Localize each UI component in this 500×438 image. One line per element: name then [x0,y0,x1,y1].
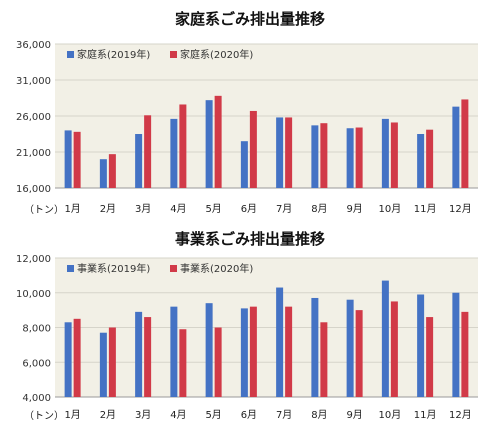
business-bar-2019 [240,308,248,397]
business-legend-swatch [67,265,74,272]
household-bar-2020 [214,95,222,188]
business-legend-label: 事業系(2019年) [77,262,150,275]
business-bar-2020 [73,318,81,397]
household-bar-2020 [108,154,116,188]
business-bar-2020 [249,306,257,397]
household-x-tick-label: 11月 [414,203,437,215]
household-x-tick-label: 5月 [205,203,221,215]
business-legend-label: 事業系(2020年) [180,262,253,275]
household-x-tick-label: 9月 [346,203,362,215]
business-bar-2020 [214,327,222,397]
household-bar-2019 [346,128,354,188]
business-x-tick-label: 3月 [135,409,151,421]
household-bar-2020 [285,117,293,188]
household-legend-label: 家庭系(2020年) [180,48,253,61]
business-bar-2019 [64,322,72,397]
household-chart-title: 家庭系ごみ排出量推移 [174,10,325,28]
household-bar-2020 [461,99,469,188]
household-bar-2019 [205,100,213,188]
business-bar-2019 [99,332,107,397]
household-y-tick-label: 31,000 [16,76,51,87]
household-bar-2019 [276,117,284,188]
household-bar-2019 [170,118,178,188]
household-bar-2020 [390,122,398,188]
household-bar-2020 [426,129,434,188]
household-bar-2020 [144,115,152,188]
business-x-tick-label: 12月 [449,409,472,421]
business-x-tick-label: 10月 [379,409,402,421]
business-bar-2020 [355,310,363,397]
household-bar-2019 [64,130,72,188]
business-y-tick-label: 4,000 [22,393,51,404]
household-x-tick-label: 7月 [276,203,292,215]
business-x-tick-label: 11月 [414,409,437,421]
household-x-tick-label: 8月 [311,203,327,215]
household-bar-2019 [417,134,425,188]
business-bar-2020 [285,306,293,397]
business-bar-2020 [179,329,187,397]
household-bar-2020 [249,110,257,188]
household-x-tick-label: 10月 [379,203,402,215]
business-x-tick-label: 4月 [170,409,186,421]
business-bar-2019 [381,280,389,397]
household-bar-2020 [320,123,328,188]
household-legend-swatch [67,51,74,58]
business-x-tick-label: 5月 [205,409,221,421]
business-bar-2019 [205,303,213,397]
household-bar-2020 [73,131,81,188]
household-bar-2020 [179,104,187,188]
business-bar-2019 [276,287,284,397]
business-chart-title: 事業系ごみ排出量推移 [174,230,325,248]
business-bar-2019 [135,311,143,397]
business-bar-2019 [311,297,319,397]
business-bar-2020 [320,322,328,397]
household-bar-2019 [311,125,319,188]
household-bar-2019 [452,106,460,188]
household-y-tick-label: 36,000 [16,40,51,51]
business-bar-2020 [461,311,469,397]
household-x-tick-label: 2月 [100,203,116,215]
business-y-tick-label: 12,000 [16,254,51,265]
business-bar-2019 [417,294,425,397]
business-legend-swatch [170,265,177,272]
business-x-tick-label: 8月 [311,409,327,421]
business-y-tick-label: 10,000 [16,289,51,300]
household-y-tick-label: 26,000 [16,112,51,123]
household-y-tick-label: 16,000 [16,184,51,195]
household-unit-label: （トン） [24,204,64,216]
business-y-tick-label: 6,000 [22,358,51,369]
business-x-tick-label: 7月 [276,409,292,421]
household-waste-chart: 16,000 21,000 26,000 31,000 36,000 1月 2月 3月 4月 5月… [16,40,478,216]
household-x-tick-label: 3月 [135,203,151,215]
household-x-tick-label: 4月 [170,203,186,215]
business-bar-2020 [426,317,434,397]
household-bar-2019 [240,141,248,188]
household-legend-label: 家庭系(2019年) [77,48,150,61]
business-bar-2020 [144,317,152,397]
household-bar-2019 [99,159,107,188]
business-x-tick-label: 1月 [64,409,80,421]
household-bar-2020 [355,127,363,188]
business-bar-2019 [346,299,354,397]
household-bar-2019 [381,118,389,188]
household-bar-2019 [135,134,143,188]
business-bar-2019 [452,292,460,397]
household-x-tick-label: 12月 [449,203,472,215]
household-legend-swatch [170,51,177,58]
household-y-tick-label: 21,000 [16,148,51,159]
business-waste-chart: 4,000 6,000 8,000 10,000 12,000 1月 2月 3月 4月 5月 6月 7… [16,254,478,422]
business-unit-label: （トン） [24,410,64,422]
business-x-tick-label: 9月 [346,409,362,421]
household-x-tick-label: 1月 [64,203,80,215]
household-x-tick-label: 6月 [241,203,257,215]
business-y-tick-label: 8,000 [22,324,51,335]
business-bar-2019 [170,306,178,397]
business-x-tick-label: 2月 [100,409,116,421]
business-x-tick-label: 6月 [241,409,257,421]
business-bar-2020 [390,301,398,397]
business-bar-2020 [108,327,116,397]
